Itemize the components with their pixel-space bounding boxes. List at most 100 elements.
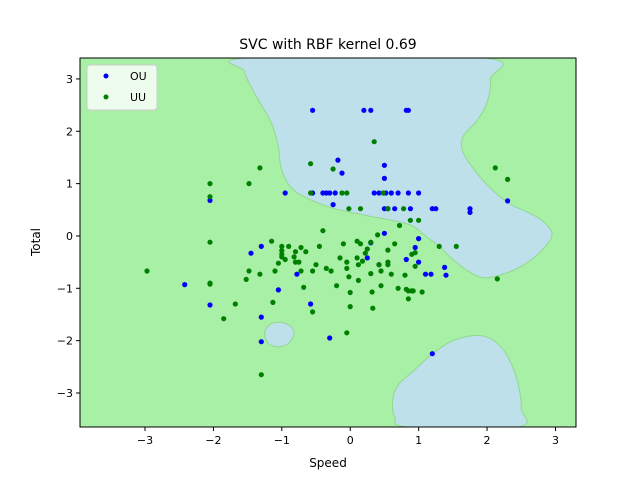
point-uu bbox=[320, 228, 326, 234]
point-uu bbox=[344, 265, 350, 271]
point-uu bbox=[207, 239, 213, 245]
point-uu bbox=[407, 217, 413, 223]
point-uu bbox=[344, 330, 350, 336]
point-uu bbox=[310, 309, 316, 315]
point-uu bbox=[376, 262, 382, 268]
point-uu bbox=[494, 276, 500, 282]
point-ou bbox=[258, 339, 264, 345]
point-ou bbox=[429, 351, 435, 357]
point-uu bbox=[279, 248, 285, 254]
point-ou bbox=[327, 190, 333, 196]
point-uu bbox=[396, 222, 403, 229]
point-uu bbox=[298, 268, 304, 274]
point-ou bbox=[395, 190, 401, 196]
point-uu bbox=[298, 244, 304, 251]
point-uu bbox=[282, 256, 288, 263]
point-ou bbox=[335, 157, 341, 163]
y-tick-label: 0 bbox=[66, 230, 73, 243]
x-tick-label: 1 bbox=[415, 434, 422, 447]
point-ou bbox=[442, 264, 448, 270]
point-uu bbox=[301, 284, 307, 290]
point-ou bbox=[405, 107, 411, 113]
point-uu bbox=[310, 268, 316, 274]
point-ou bbox=[381, 175, 387, 181]
y-tick-label: −3 bbox=[57, 387, 73, 400]
point-ou bbox=[388, 190, 394, 196]
legend-label-uu: UU bbox=[130, 91, 146, 104]
point-ou bbox=[339, 170, 345, 176]
point-uu bbox=[354, 255, 360, 261]
point-uu bbox=[369, 289, 375, 295]
point-ou bbox=[258, 243, 264, 249]
x-tick-label: −3 bbox=[137, 434, 153, 447]
point-uu bbox=[505, 176, 511, 182]
point-ou bbox=[416, 190, 422, 196]
point-ou bbox=[505, 198, 511, 204]
x-tick-label: 0 bbox=[347, 434, 354, 447]
point-uu bbox=[144, 268, 150, 274]
point-uu bbox=[337, 255, 343, 261]
point-uu bbox=[308, 190, 314, 196]
point-uu bbox=[272, 268, 278, 274]
point-uu bbox=[346, 206, 352, 212]
decision-region-0 bbox=[228, 58, 553, 279]
point-uu bbox=[328, 268, 334, 274]
point-ou bbox=[282, 190, 288, 196]
point-ou bbox=[371, 190, 377, 196]
x-tick-label: −1 bbox=[274, 434, 290, 447]
point-uu bbox=[368, 271, 374, 277]
decision-region-1 bbox=[264, 321, 295, 348]
point-ou bbox=[443, 272, 449, 278]
point-uu bbox=[232, 301, 238, 307]
point-ou bbox=[412, 244, 418, 251]
point-uu bbox=[410, 288, 416, 294]
point-ou bbox=[407, 206, 413, 212]
decision-regions bbox=[228, 58, 553, 427]
point-ou bbox=[258, 314, 264, 320]
point-uu bbox=[347, 289, 353, 296]
point-uu bbox=[368, 239, 374, 245]
legend: OU UU bbox=[86, 64, 158, 111]
y-tick-label: 3 bbox=[66, 73, 73, 86]
x-tick-label: 2 bbox=[484, 434, 491, 447]
point-uu bbox=[359, 258, 366, 264]
point-ou bbox=[275, 287, 281, 293]
point-ou bbox=[392, 206, 398, 212]
point-uu bbox=[385, 247, 391, 253]
point-uu bbox=[347, 304, 353, 310]
point-uu bbox=[207, 181, 213, 187]
point-uu bbox=[292, 249, 299, 255]
point-uu bbox=[380, 190, 386, 196]
point-uu bbox=[371, 139, 377, 145]
point-uu bbox=[354, 238, 360, 244]
point-uu bbox=[392, 241, 398, 247]
point-uu bbox=[246, 181, 252, 187]
point-uu bbox=[279, 243, 285, 249]
point-uu bbox=[436, 243, 442, 249]
legend-marker-ou bbox=[103, 73, 109, 79]
point-uu bbox=[257, 165, 263, 171]
y-tick-label: −1 bbox=[57, 282, 73, 295]
point-ou bbox=[327, 335, 333, 341]
point-uu bbox=[243, 276, 249, 282]
chart-title: SVC with RBF kernel 0.69 bbox=[239, 37, 416, 53]
point-ou bbox=[364, 255, 370, 261]
y-tick-label: −2 bbox=[57, 335, 73, 348]
point-uu bbox=[402, 272, 408, 278]
point-uu bbox=[344, 190, 350, 196]
point-uu bbox=[316, 243, 322, 249]
point-uu bbox=[355, 277, 361, 283]
point-uu bbox=[339, 190, 345, 196]
legend-label-ou: OU bbox=[130, 70, 147, 83]
point-ou bbox=[308, 301, 314, 307]
point-uu bbox=[409, 251, 415, 257]
point-ou bbox=[405, 190, 411, 196]
point-ou bbox=[361, 107, 367, 113]
point-uu bbox=[269, 238, 275, 244]
decision-region-2 bbox=[391, 334, 528, 427]
point-ou bbox=[433, 206, 439, 212]
point-uu bbox=[401, 206, 407, 212]
point-ou bbox=[248, 250, 254, 256]
point-uu bbox=[258, 372, 264, 378]
